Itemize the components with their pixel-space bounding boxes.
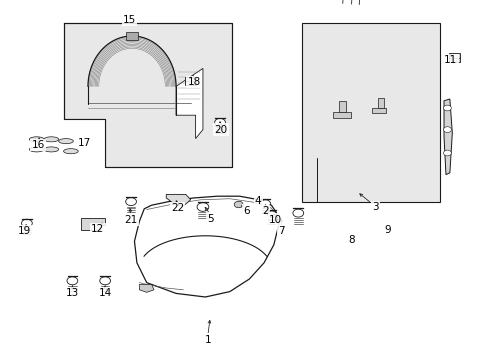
Bar: [63, 119, 105, 167]
Bar: [185, 77, 196, 85]
Circle shape: [260, 200, 270, 207]
Text: 11: 11: [443, 55, 457, 66]
Text: 13: 13: [65, 288, 79, 298]
Bar: [377, 98, 383, 108]
Circle shape: [292, 209, 303, 217]
Text: 4: 4: [254, 195, 261, 206]
Ellipse shape: [63, 149, 78, 154]
Polygon shape: [63, 23, 232, 167]
Circle shape: [443, 127, 450, 132]
Text: 14: 14: [98, 288, 112, 298]
Text: 20: 20: [214, 125, 227, 135]
Text: 10: 10: [269, 215, 282, 225]
Text: 16: 16: [31, 140, 45, 150]
Text: 12: 12: [91, 224, 104, 234]
Text: 17: 17: [77, 138, 91, 148]
Text: 15: 15: [122, 15, 136, 25]
Text: 2: 2: [262, 206, 268, 216]
Bar: [126, 32, 138, 40]
Ellipse shape: [29, 147, 44, 152]
Text: 5: 5: [206, 213, 213, 224]
Text: 8: 8: [347, 235, 354, 246]
Bar: [302, 23, 439, 202]
Text: 19: 19: [18, 226, 31, 236]
Polygon shape: [166, 194, 190, 206]
Bar: [332, 112, 350, 118]
Text: 1: 1: [204, 335, 211, 345]
Circle shape: [21, 219, 32, 227]
Text: 6: 6: [243, 206, 250, 216]
Circle shape: [234, 201, 243, 208]
Circle shape: [443, 105, 450, 111]
Polygon shape: [134, 196, 278, 297]
Circle shape: [267, 211, 276, 217]
Circle shape: [197, 203, 208, 211]
Ellipse shape: [59, 139, 73, 144]
Text: 22: 22: [170, 203, 184, 213]
Polygon shape: [443, 99, 451, 175]
Polygon shape: [81, 218, 105, 230]
Ellipse shape: [29, 137, 44, 142]
Polygon shape: [176, 68, 203, 139]
Bar: [338, 101, 345, 112]
Ellipse shape: [44, 137, 59, 142]
Ellipse shape: [44, 147, 59, 152]
Bar: [448, 53, 459, 62]
Text: 7: 7: [277, 226, 284, 236]
Text: 18: 18: [187, 77, 201, 87]
Circle shape: [67, 277, 78, 285]
Circle shape: [100, 277, 110, 285]
Text: 21: 21: [124, 215, 138, 225]
Circle shape: [125, 198, 136, 206]
Bar: [371, 108, 386, 113]
Circle shape: [214, 118, 225, 126]
Text: 3: 3: [371, 202, 378, 212]
Polygon shape: [139, 284, 154, 292]
Circle shape: [443, 150, 450, 156]
Text: 9: 9: [384, 225, 390, 235]
